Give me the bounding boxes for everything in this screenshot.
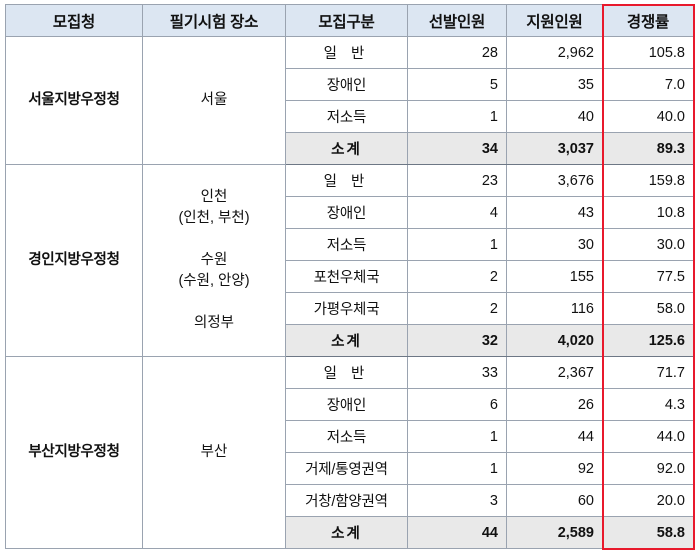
cell-subtotal-competition-ratio: 125.6 [603, 325, 694, 357]
cell-applicant-count: 26 [507, 389, 603, 421]
cell-office: 서울지방우정청 [6, 37, 143, 165]
cell-office: 경인지방우정청 [6, 165, 143, 357]
cell-place: 인천(인천, 부천)수원(수원, 안양)의정부 [143, 165, 286, 357]
cell-competition-ratio: 71.7 [603, 357, 694, 389]
cell-subtotal-selected-count: 32 [408, 325, 507, 357]
cell-applicant-count: 60 [507, 485, 603, 517]
cell-subtotal-competition-ratio: 58.8 [603, 517, 694, 549]
cell-selected-count: 6 [408, 389, 507, 421]
cell-subtotal-label: 소계 [286, 133, 408, 165]
cell-competition-ratio: 44.0 [603, 421, 694, 453]
cell-subtotal-applicant-count: 3,037 [507, 133, 603, 165]
cell-subtotal-applicant-count: 4,020 [507, 325, 603, 357]
cell-competition-ratio: 20.0 [603, 485, 694, 517]
column-header-office: 모집청 [6, 5, 143, 37]
cell-applicant-count: 40 [507, 101, 603, 133]
cell-selected-count: 2 [408, 293, 507, 325]
cell-type: 장애인 [286, 69, 408, 101]
cell-applicant-count: 30 [507, 229, 603, 261]
cell-type: 일 반 [286, 165, 408, 197]
cell-type: 저소득 [286, 421, 408, 453]
cell-selected-count: 1 [408, 101, 507, 133]
cell-type: 거제/통영권역 [286, 453, 408, 485]
cell-applicant-count: 35 [507, 69, 603, 101]
column-header-applicant-count: 지원인원 [507, 5, 603, 37]
cell-applicant-count: 116 [507, 293, 603, 325]
column-header-competition-ratio: 경쟁률 [603, 5, 694, 37]
column-header-type: 모집구분 [286, 5, 408, 37]
cell-type: 장애인 [286, 389, 408, 421]
cell-type: 저소득 [286, 101, 408, 133]
cell-selected-count: 1 [408, 421, 507, 453]
cell-subtotal-selected-count: 34 [408, 133, 507, 165]
cell-type: 가평우체국 [286, 293, 408, 325]
cell-office: 부산지방우정청 [6, 357, 143, 549]
cell-competition-ratio: 30.0 [603, 229, 694, 261]
cell-subtotal-label: 소계 [286, 517, 408, 549]
cell-subtotal-label: 소계 [286, 325, 408, 357]
cell-competition-ratio: 10.8 [603, 197, 694, 229]
cell-competition-ratio: 40.0 [603, 101, 694, 133]
cell-selected-count: 33 [408, 357, 507, 389]
cell-subtotal-applicant-count: 2,589 [507, 517, 603, 549]
cell-selected-count: 1 [408, 229, 507, 261]
cell-applicant-count: 92 [507, 453, 603, 485]
cell-subtotal-selected-count: 44 [408, 517, 507, 549]
cell-applicant-count: 44 [507, 421, 603, 453]
cell-place: 서울 [143, 37, 286, 165]
cell-applicant-count: 43 [507, 197, 603, 229]
cell-competition-ratio: 77.5 [603, 261, 694, 293]
cell-type: 장애인 [286, 197, 408, 229]
cell-applicant-count: 155 [507, 261, 603, 293]
cell-competition-ratio: 105.8 [603, 37, 694, 69]
cell-selected-count: 28 [408, 37, 507, 69]
column-header-selected-count: 선발인원 [408, 5, 507, 37]
cell-selected-count: 3 [408, 485, 507, 517]
cell-selected-count: 1 [408, 453, 507, 485]
cell-type: 거창/함양권역 [286, 485, 408, 517]
cell-competition-ratio: 7.0 [603, 69, 694, 101]
cell-selected-count: 4 [408, 197, 507, 229]
cell-selected-count: 23 [408, 165, 507, 197]
cell-competition-ratio: 92.0 [603, 453, 694, 485]
cell-type: 저소득 [286, 229, 408, 261]
cell-applicant-count: 2,367 [507, 357, 603, 389]
cell-type: 포천우체국 [286, 261, 408, 293]
column-header-place: 필기시험 장소 [143, 5, 286, 37]
cell-subtotal-competition-ratio: 89.3 [603, 133, 694, 165]
cell-applicant-count: 2,962 [507, 37, 603, 69]
table-header-row: 모집청 필기시험 장소 모집구분 선발인원 지원인원 경쟁률 [6, 5, 694, 37]
cell-selected-count: 5 [408, 69, 507, 101]
cell-place: 부산 [143, 357, 286, 549]
cell-competition-ratio: 159.8 [603, 165, 694, 197]
cell-applicant-count: 3,676 [507, 165, 603, 197]
cell-selected-count: 2 [408, 261, 507, 293]
table-header: 모집청 필기시험 장소 모집구분 선발인원 지원인원 경쟁률 [6, 5, 694, 37]
cell-competition-ratio: 4.3 [603, 389, 694, 421]
cell-type: 일 반 [286, 357, 408, 389]
cell-competition-ratio: 58.0 [603, 293, 694, 325]
cell-type: 일 반 [286, 37, 408, 69]
